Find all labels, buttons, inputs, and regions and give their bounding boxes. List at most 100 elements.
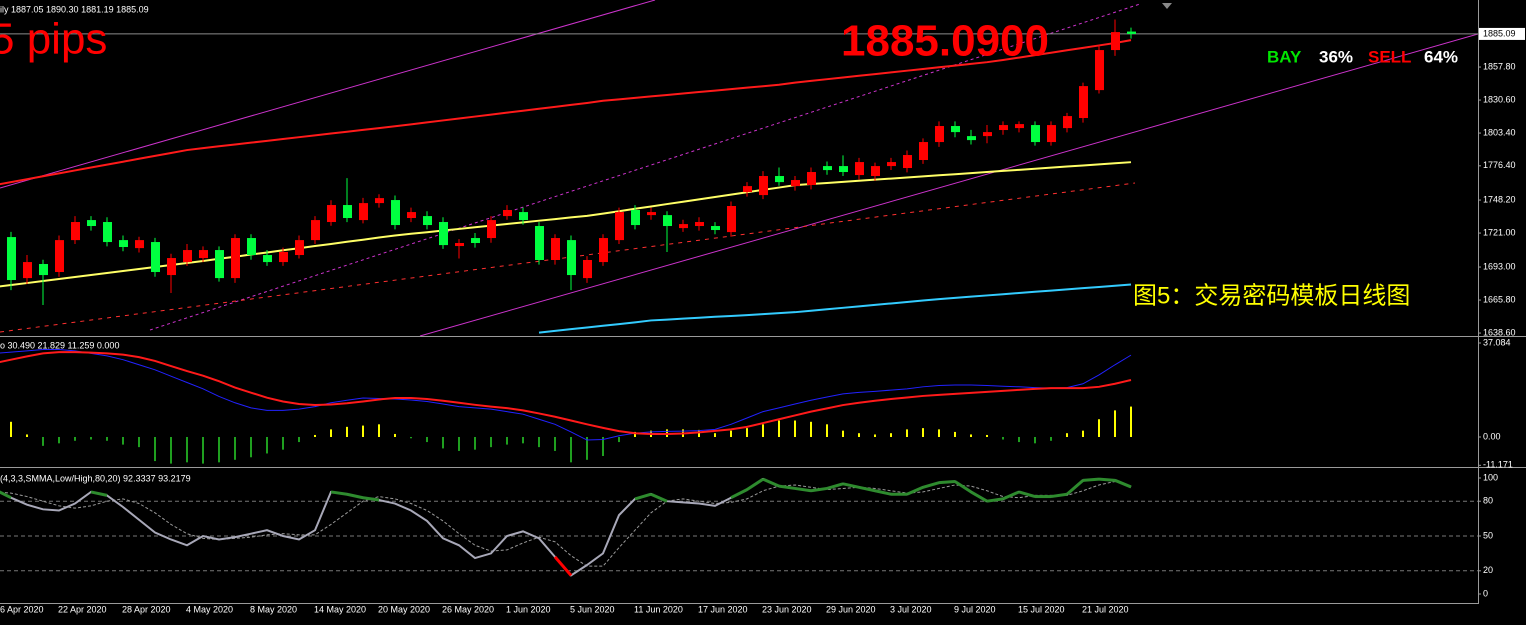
histogram-bar [1098,419,1100,437]
candle-body [295,240,304,256]
stochastic-panel: (4,3,3,SMMA,Low/High,80,20) 92.3337 93.2… [0,473,1478,577]
candle-body [247,238,256,256]
histogram-bar [746,428,748,437]
candle-body [567,240,576,276]
histogram-bar [138,436,140,448]
zone-segment [938,479,956,485]
annotation: 5 pips [0,15,107,64]
x-tick-label: 8 May 2020 [250,604,297,614]
zone-segment [1114,478,1132,489]
candle-body [343,205,352,219]
histogram-bar [170,436,172,464]
histogram-bar [10,421,12,437]
y-tick-label: 1693.00 [1483,261,1516,271]
histogram-bar [730,430,732,437]
histogram-bar [442,436,444,449]
candle-body [647,212,656,216]
x-tick-label: 14 May 2020 [314,604,366,614]
histogram-bar [1114,410,1116,437]
candle-body [535,226,544,261]
y-tick-label: 20 [1483,565,1493,575]
histogram-bar [778,420,780,437]
x-tick-label: 15 Jul 2020 [1018,604,1065,614]
candle-body [135,240,144,249]
zone-segment [778,484,796,490]
candle-body [1047,125,1056,143]
zone-segment [842,482,860,489]
histogram-bar [426,436,428,443]
signal-line [0,480,1132,567]
candle-body [1079,86,1088,119]
y-tick-label: 50 [1483,530,1493,540]
x-tick-label: 22 Apr 2020 [58,604,107,614]
y-tick-label: 1803.40 [1483,127,1516,137]
zone-segment [746,477,764,491]
histogram-bar [586,436,588,460]
x-tick-label: 5 Jun 2020 [570,604,615,614]
channel-line [0,0,656,189]
candle-body [167,258,176,276]
candle-body [487,220,496,239]
y-tick-label: -11.171 [1483,460,1513,470]
histogram-bar [1034,436,1036,444]
zone-segment [362,496,380,502]
zone-segment [0,490,12,500]
candle-body [679,224,688,229]
candle-body [359,203,368,221]
candle-body [775,176,784,183]
annotation: 1885.0900 [841,17,1049,66]
histogram-bar [58,436,60,444]
x-tick-label: 21 Jul 2020 [1082,604,1129,614]
histogram-bar [890,433,892,437]
histogram-bar [554,436,556,451]
indicator-line [0,349,1132,441]
candle-body [39,264,48,276]
y-tick-label: 1665.80 [1483,294,1516,304]
x-tick-label: 17 Jun 2020 [698,604,748,614]
candle-body [1111,32,1120,51]
trend-objects [0,0,1478,336]
histogram-bar [42,436,44,446]
zone-segment [650,492,668,503]
candle-body [583,260,592,279]
zone-segment [90,490,108,497]
candle-body [999,125,1008,131]
histogram-bar [986,434,988,437]
sentiment-label: SELL [1368,47,1411,66]
histogram-bar [234,436,236,460]
zone-segment [1066,479,1084,496]
candle-body [231,238,240,279]
histogram-bar [842,430,844,437]
y-tick-label: 1721.00 [1483,227,1516,237]
moving-average [0,161,1132,288]
x-tick-label: 11 Jun 2020 [634,604,683,614]
candle-body [23,262,32,279]
histogram-bar [698,429,700,437]
histogram-bar [762,424,764,437]
candle-body [503,210,512,217]
y-tick-label: 1857.80 [1483,61,1516,71]
candle-body [7,237,16,281]
histogram-bar [362,425,364,437]
histogram-bar [410,436,412,439]
candle-body [87,220,96,227]
x-tick-label: 28 Apr 2020 [122,604,171,614]
candle-body [631,210,640,226]
histogram-bar [1082,430,1084,437]
y-tick-label: 1776.40 [1483,160,1516,170]
y-tick-label: 37.084 [1483,337,1511,347]
candle-body [759,176,768,196]
channel-line [419,33,1478,336]
histogram-bar [266,436,268,454]
indicator-line [0,351,1132,435]
histogram-bar [1018,436,1020,443]
dashed-line [0,182,1136,333]
histogram-bar [618,436,620,443]
x-tick-label: 1 Jun 2020 [506,604,551,614]
candle-body [1095,50,1104,91]
annotation: 图5：交易密码模板日线图 [1133,282,1410,309]
zone-segment [762,477,780,488]
last-price-box [1479,27,1525,40]
zone-segment [730,488,748,500]
